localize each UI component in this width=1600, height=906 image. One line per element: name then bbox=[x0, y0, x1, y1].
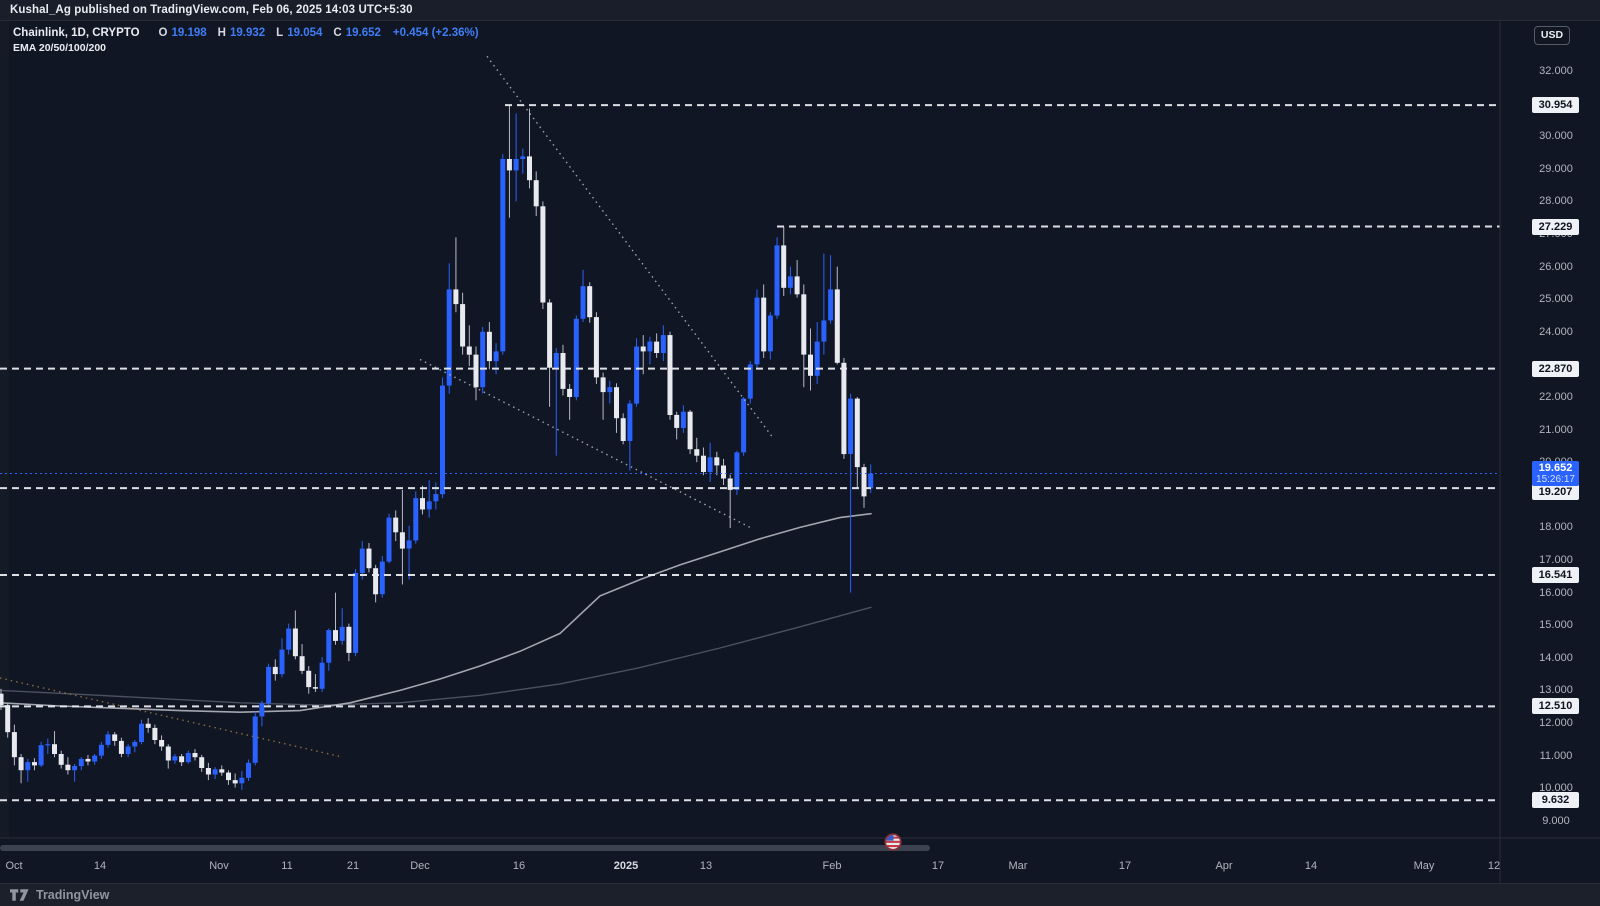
time-tick: Mar bbox=[1008, 860, 1028, 872]
footer-bar: TradingView bbox=[0, 883, 1600, 906]
price-tick: 11.000 bbox=[1539, 749, 1573, 762]
time-tick: 17 bbox=[931, 860, 945, 872]
price-tick: 17.000 bbox=[1539, 554, 1573, 566]
time-tick: 14 bbox=[93, 860, 107, 872]
price-level-badge: 9.632 bbox=[1532, 792, 1579, 809]
price-level-badge: 22.870 bbox=[1532, 360, 1579, 377]
currency-usd-button[interactable]: USD bbox=[1534, 26, 1570, 45]
price-tick: 16.000 bbox=[1539, 586, 1573, 599]
price-tick: 24.000 bbox=[1539, 325, 1573, 338]
price-tick: 26.000 bbox=[1539, 260, 1573, 273]
price-tick: 32.000 bbox=[1539, 65, 1573, 77]
chart-legend: Chainlink, 1D, CRYPTO O 19.198 H 19.932 … bbox=[13, 27, 479, 54]
price-axis[interactable]: USD 32.00030.00029.00028.00027.00026.000… bbox=[1500, 21, 1600, 883]
price-tick: 22.000 bbox=[1539, 391, 1573, 403]
price-level-badge: 30.954 bbox=[1532, 97, 1579, 114]
low-label: L bbox=[276, 27, 284, 39]
price-tick: 13.000 bbox=[1539, 684, 1573, 697]
time-tick: 12 bbox=[1487, 860, 1501, 872]
price-level-badge: 12.510 bbox=[1532, 698, 1579, 715]
publish-header: Kushal_Ag published on TradingView.com, … bbox=[0, 0, 1600, 21]
time-tick: 21 bbox=[346, 860, 360, 872]
close-label: C bbox=[333, 27, 342, 39]
price-tick: 18.000 bbox=[1539, 521, 1573, 534]
change-value: +0.454 (+2.36%) bbox=[392, 27, 479, 39]
price-tick: 21.000 bbox=[1539, 423, 1573, 436]
price-tick: 12.000 bbox=[1539, 717, 1573, 729]
bar-close-countdown: 15:26:17 bbox=[1536, 473, 1575, 485]
price-tick: 14.000 bbox=[1539, 651, 1573, 664]
high-label: H bbox=[217, 27, 226, 39]
descending-trendline-from-ath bbox=[486, 55, 774, 439]
price-level-badge: 16.541 bbox=[1532, 566, 1579, 583]
open-label: O bbox=[158, 27, 168, 39]
publish-header-text: Kushal_Ag published on TradingView.com, … bbox=[10, 4, 413, 16]
time-tick: Dec bbox=[410, 860, 430, 872]
price-tick: 15.000 bbox=[1539, 619, 1573, 632]
time-tick: Nov bbox=[209, 860, 229, 872]
descending-trendline-inner bbox=[419, 358, 751, 529]
tradingview-logo-icon[interactable] bbox=[10, 888, 29, 902]
curve bbox=[0, 606, 872, 706]
price-tick: 29.000 bbox=[1539, 162, 1573, 175]
current-price-value: 19.652 bbox=[1538, 461, 1573, 474]
time-tick: 2025 bbox=[613, 860, 639, 872]
curve bbox=[0, 512, 872, 714]
close-value: 19.652 bbox=[345, 27, 381, 39]
time-axis[interactable]: Oct 14 Nov 11 21 Dec 16 2025 13 Feb 17 Mar 17 Apr 14 Ma… bbox=[0, 838, 1600, 883]
symbol-title[interactable]: Chainlink, 1D, CRYPTO bbox=[13, 27, 140, 39]
high-value: 19.932 bbox=[229, 27, 266, 39]
price-tick: 30.000 bbox=[1539, 130, 1573, 143]
price-tick: 25.000 bbox=[1539, 293, 1573, 306]
time-scrollbar-thumb[interactable] bbox=[0, 845, 930, 851]
low-value: 19.054 bbox=[287, 27, 323, 39]
candles-layer bbox=[0, 105, 874, 790]
chart-background bbox=[0, 21, 1600, 883]
time-tick: 11 bbox=[281, 860, 293, 872]
current-price-badge: 19.652 15:26:17 bbox=[1532, 460, 1579, 486]
time-tick: 16 bbox=[512, 860, 526, 872]
time-tick: Apr bbox=[1215, 860, 1233, 872]
time-tick: Feb bbox=[822, 860, 842, 872]
legend-ohlc-row: Chainlink, 1D, CRYPTO O 19.198 H 19.932 … bbox=[13, 27, 479, 39]
tradingview-brand-text[interactable]: TradingView bbox=[36, 888, 110, 902]
indicator-legend[interactable]: EMA 20/50/100/200 bbox=[13, 42, 107, 54]
time-tick: Oct bbox=[5, 860, 23, 872]
price-level-badge: 19.207 bbox=[1532, 484, 1579, 501]
price-tick: 28.000 bbox=[1539, 195, 1573, 208]
old-descending-trendline bbox=[0, 677, 344, 758]
price-level-badge: 27.229 bbox=[1532, 218, 1579, 235]
price-tick: 10.000 bbox=[1539, 782, 1573, 795]
open-value: 19.198 bbox=[171, 27, 207, 39]
economic-event-us-flag-icon[interactable] bbox=[884, 833, 902, 851]
price-tick: 9.000 bbox=[1542, 814, 1570, 827]
time-tick: 17 bbox=[1118, 860, 1132, 872]
time-tick: 13 bbox=[699, 860, 713, 872]
time-tick: May bbox=[1413, 860, 1435, 872]
time-tick: 14 bbox=[1304, 860, 1318, 872]
